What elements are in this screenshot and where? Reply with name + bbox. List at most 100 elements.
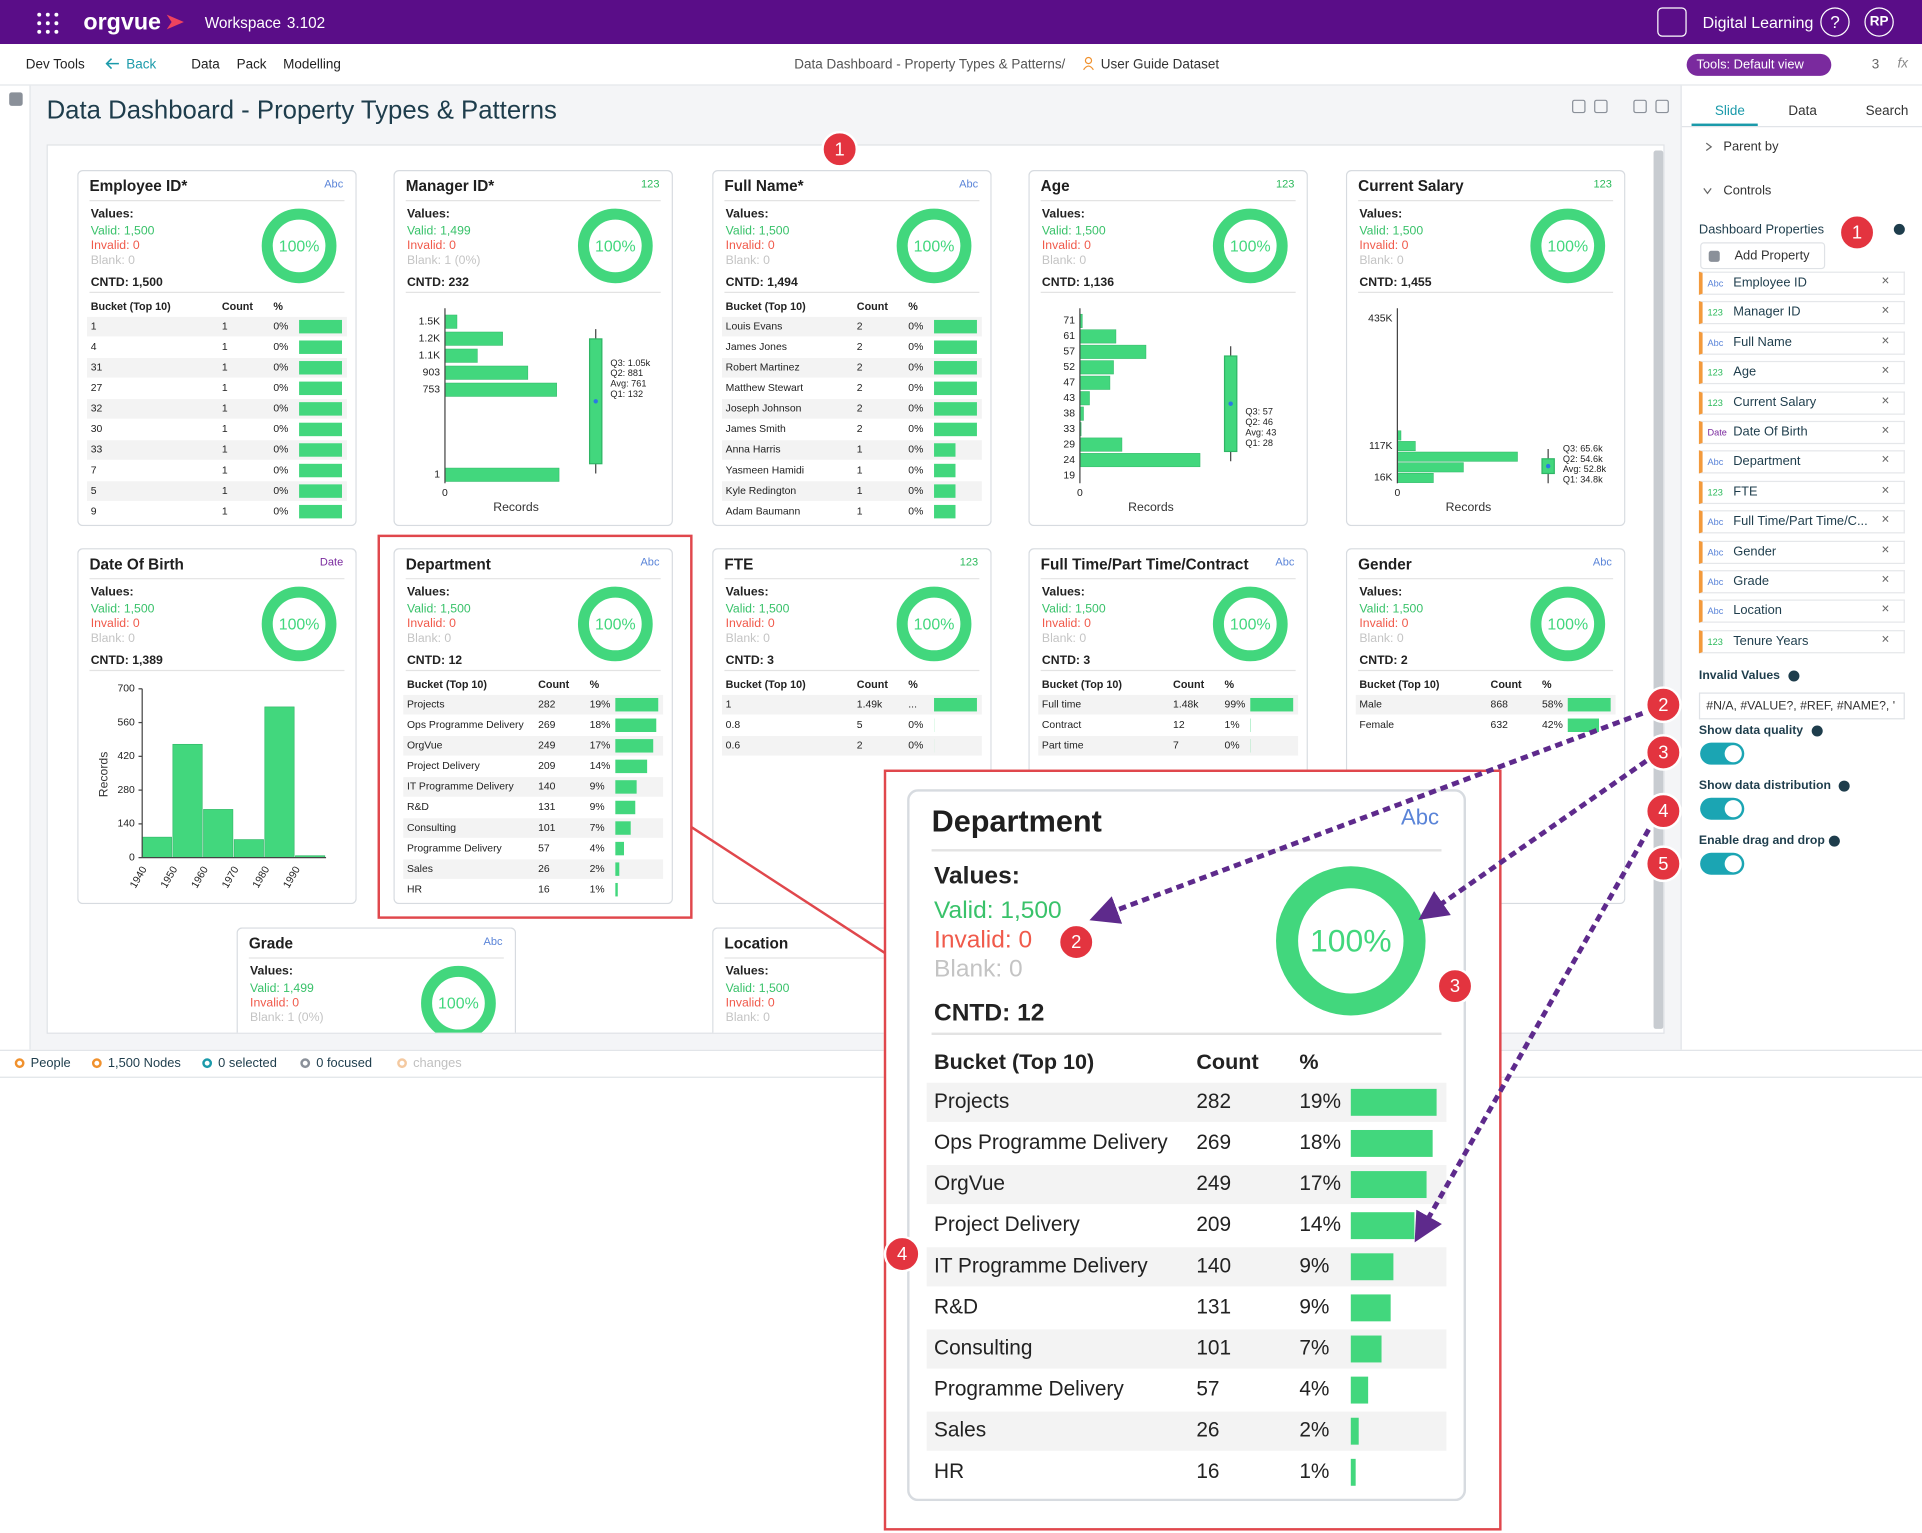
- help-button[interactable]: ?: [1820, 7, 1850, 37]
- bar: [1397, 451, 1518, 462]
- formula-button[interactable]: fx: [1897, 56, 1908, 71]
- menu-item[interactable]: Modelling: [283, 57, 341, 73]
- property-row[interactable]: Abc Department ×: [1698, 450, 1905, 474]
- bucket-label: James Smith: [726, 424, 786, 435]
- bar: [1079, 437, 1123, 452]
- remove-property[interactable]: ×: [1881, 572, 1890, 588]
- y-tick-label: 1.5K: [419, 316, 440, 327]
- column-header: %: [1225, 679, 1235, 691]
- invalid-values-input[interactable]: #N/A, #VALUE?, #REF, #NAME?, ': [1698, 692, 1905, 720]
- toggle-switch[interactable]: [1700, 797, 1745, 820]
- bucket-percent: 0%: [908, 321, 923, 332]
- property-row[interactable]: Abc Grade ×: [1698, 570, 1905, 594]
- avatar[interactable]: RP: [1864, 7, 1894, 37]
- property-row[interactable]: 123 Manager ID ×: [1698, 301, 1905, 325]
- remove-property[interactable]: ×: [1881, 602, 1890, 618]
- valid-count: Valid: 1,500: [1042, 602, 1106, 616]
- remove-property[interactable]: ×: [1881, 393, 1890, 409]
- property-row[interactable]: 123 Tenure Years ×: [1698, 629, 1905, 654]
- status-item[interactable]: People: [30, 1055, 71, 1071]
- invalid-count: Invalid: 0: [1359, 616, 1408, 630]
- menu-item[interactable]: Pack: [236, 57, 267, 73]
- workspace-switcher[interactable]: Digital Learning: [1702, 13, 1814, 32]
- status-item[interactable]: 0 selected: [218, 1055, 277, 1071]
- property-row[interactable]: Abc Full Name ×: [1698, 331, 1905, 355]
- remove-property[interactable]: ×: [1881, 274, 1890, 289]
- distinct-count: CNTD: 1,500: [91, 275, 163, 289]
- bucket-percent: 0%: [273, 321, 288, 332]
- add-property-button[interactable]: Add Property: [1700, 242, 1826, 270]
- bar: [1079, 391, 1090, 406]
- property-row[interactable]: Abc Location ×: [1698, 599, 1905, 624]
- controls-header[interactable]: Controls: [1723, 183, 1772, 199]
- status-item[interactable]: 1,500 Nodes: [107, 1055, 181, 1071]
- property-name: Department: [1733, 454, 1801, 470]
- bucket-label: Ops Programme Delivery: [407, 720, 525, 731]
- toggle-switch[interactable]: [1700, 852, 1745, 875]
- property-row[interactable]: 123 Age ×: [1698, 361, 1905, 385]
- bucket-count: 282: [538, 699, 556, 710]
- dashboard-title[interactable]: Data Dashboard - Property Types & Patter…: [46, 96, 557, 125]
- remove-property[interactable]: ×: [1881, 542, 1890, 558]
- bar: [233, 839, 264, 858]
- head: [1084, 56, 1093, 65]
- bucket-label: OrgVue: [934, 1172, 1005, 1195]
- sidebar-tab[interactable]: Data: [1788, 103, 1817, 119]
- remove-property[interactable]: ×: [1881, 333, 1890, 349]
- menu-item[interactable]: Dev Tools: [25, 57, 85, 73]
- status-item[interactable]: changes: [413, 1055, 462, 1071]
- remove-property[interactable]: ×: [1881, 363, 1890, 379]
- property-row[interactable]: 123 FTE ×: [1698, 480, 1905, 504]
- bucket-percent: 19%: [590, 699, 611, 710]
- breadcrumb-dataset[interactable]: User Guide Dataset: [1100, 57, 1220, 73]
- bucket-count: 1: [222, 506, 228, 517]
- remove-property[interactable]: ×: [1881, 512, 1890, 528]
- refresh-button[interactable]: [1657, 7, 1687, 37]
- toggle-switch[interactable]: [1700, 742, 1745, 765]
- y-tick-label: 117K: [1369, 441, 1393, 452]
- remove-property[interactable]: ×: [1881, 632, 1890, 647]
- property-name: Full Time/Part Time/C...: [1733, 514, 1868, 529]
- bucket-percent: 0%: [908, 506, 923, 517]
- bucket-count: 26: [538, 864, 550, 875]
- card-title: Manager ID*: [406, 178, 495, 195]
- property-row[interactable]: 123 Current Salary ×: [1698, 391, 1905, 415]
- property-row[interactable]: Abc Employee ID ×: [1698, 271, 1905, 295]
- bucket-bar: [299, 319, 342, 334]
- quality-percent: 100%: [595, 616, 636, 633]
- values-label: Values:: [726, 584, 769, 598]
- x-tick-label: 0: [442, 488, 448, 499]
- view-selector[interactable]: Tools: Default view: [1686, 53, 1832, 76]
- column-header: %: [908, 679, 918, 691]
- menu-item[interactable]: Data: [191, 57, 220, 73]
- bucket-label: 33: [91, 445, 103, 456]
- plus-icon: [1708, 250, 1720, 262]
- status-item[interactable]: 0 focused: [316, 1055, 373, 1071]
- y-tick-label: 16K: [1374, 473, 1393, 484]
- card-frame: [1028, 170, 1308, 527]
- y-tick-label: 38: [1063, 408, 1075, 419]
- remove-property[interactable]: ×: [1881, 423, 1890, 438]
- property-row[interactable]: Abc Full Time/Part Time/C... ×: [1698, 510, 1905, 534]
- property-card: Manager ID* 123 Values: Valid: 1,499Invalid…: [393, 170, 673, 527]
- sidebar-tab[interactable]: Search: [1865, 103, 1909, 119]
- remove-property[interactable]: ×: [1881, 303, 1890, 319]
- chev: [1705, 142, 1713, 151]
- card-frame: [236, 927, 517, 1033]
- sidebar-tab[interactable]: Slide: [1714, 103, 1745, 119]
- quality-percent: 100%: [1230, 616, 1271, 633]
- blank-count: Blank: 0: [934, 956, 1023, 983]
- remove-property[interactable]: ×: [1881, 453, 1890, 468]
- remove-property[interactable]: ×: [1881, 483, 1890, 498]
- type-tag: Abc: [324, 179, 343, 191]
- y-tick-label: 24: [1063, 455, 1075, 466]
- property-row[interactable]: Abc Gender ×: [1698, 540, 1905, 564]
- back-link[interactable]: Back: [126, 57, 157, 73]
- property-row[interactable]: Date Date Of Birth ×: [1698, 420, 1905, 445]
- bucket-bar: [299, 422, 342, 437]
- parent-by[interactable]: Parent by: [1723, 139, 1779, 155]
- breadcrumb-separator: /: [1061, 57, 1066, 73]
- blank-count: Blank: 0: [407, 631, 451, 645]
- bucket-bar: [615, 739, 654, 753]
- breadcrumb-page[interactable]: Data Dashboard - Property Types & Patter…: [794, 57, 1062, 73]
